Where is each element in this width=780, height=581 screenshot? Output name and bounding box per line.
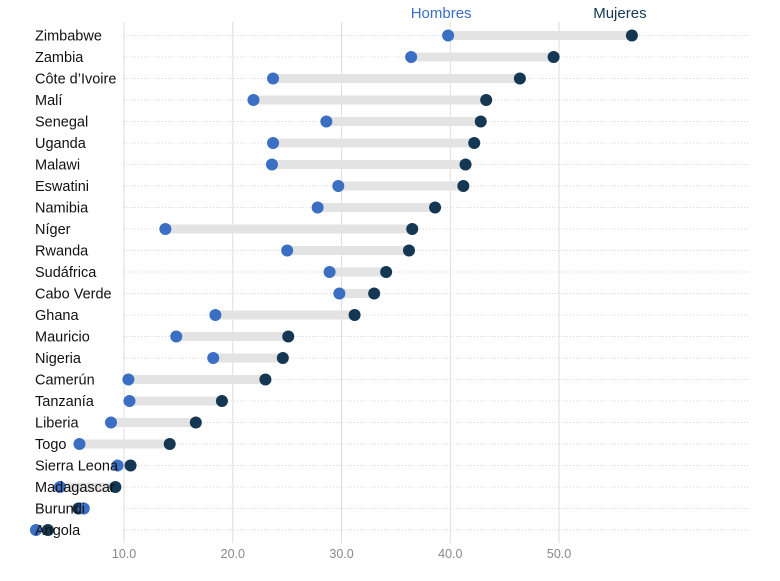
country-label: Sierra Leona: [35, 459, 119, 475]
hombres-point: [320, 115, 333, 128]
country-label: Liberia: [35, 416, 79, 432]
hombres-point: [73, 438, 86, 450]
row-guides: [123, 35, 748, 531]
country-label: Cabo Verde: [35, 287, 112, 303]
country-label: Uganda: [35, 136, 87, 152]
hombres-point: [332, 180, 345, 192]
mujeres-point: [468, 137, 481, 149]
mujeres-point: [513, 72, 526, 85]
hombres-point: [267, 72, 280, 85]
hombres-point: [53, 481, 66, 493]
country-labels: Zimbabwe Zambia Côte d’Ivoire Malí Senegal Ug…: [35, 29, 119, 540]
hombres-point: [267, 137, 280, 149]
country-label: Mauricio: [35, 330, 90, 346]
country-label: Ghana: [35, 308, 79, 324]
country-label: Camerún: [35, 373, 95, 389]
hombres-point: [77, 502, 90, 515]
country-label: Côte d’Ivoire: [35, 72, 116, 88]
country-label: Senegal: [35, 115, 88, 131]
mujeres-point: [459, 158, 472, 171]
mujeres-point: [348, 309, 361, 321]
country-label: Angola: [35, 523, 81, 539]
hombres-point: [405, 51, 418, 63]
range-bars: [31, 31, 637, 535]
grid-lines: [123, 22, 560, 543]
x-tick-label: 30.0: [329, 547, 353, 561]
mujeres-point: [474, 115, 487, 128]
hombres-point: [209, 309, 222, 321]
mujeres-point: [380, 266, 393, 278]
mujeres-point: [276, 352, 289, 364]
data-points: [29, 29, 638, 536]
hombres-point: [281, 244, 294, 257]
hombres-point: [122, 373, 135, 386]
x-tick-label: 10.0: [112, 547, 136, 561]
mujeres-point: [368, 287, 381, 300]
country-label: Madagascar: [35, 480, 115, 496]
hombres-point: [207, 352, 220, 364]
x-tick-label: 50.0: [547, 547, 571, 561]
mujeres-point: [402, 244, 415, 257]
legend-hombres: Hombres: [411, 5, 472, 22]
mujeres-point: [457, 180, 470, 192]
hombres-point: [159, 223, 172, 235]
mujeres-point: [429, 201, 442, 214]
hombres-point: [265, 158, 278, 171]
mujeres-point: [41, 524, 54, 536]
hombres-point: [105, 416, 117, 429]
x-tick-label: 40.0: [438, 547, 462, 561]
country-label: Eswatini: [35, 179, 89, 195]
country-label: Burundi: [35, 502, 85, 518]
mujeres-point: [625, 29, 638, 42]
hombres-point: [29, 524, 42, 536]
mujeres-point: [480, 94, 493, 106]
mujeres-point: [282, 330, 295, 343]
x-tick-label: 20.0: [221, 547, 245, 561]
country-label: Malí: [35, 93, 62, 109]
country-label: Níger: [35, 222, 71, 238]
mujeres-point: [406, 223, 419, 235]
x-axis-ticks: 10.0 20.0 30.0 40.0 50.0: [112, 547, 571, 561]
hombres-point: [442, 29, 455, 42]
country-label: Tanzanía: [35, 394, 95, 410]
country-label: Nigeria: [35, 351, 82, 367]
hombres-point: [323, 266, 336, 278]
hombres-point: [247, 94, 260, 106]
hombres-point: [123, 395, 136, 407]
country-label: Zimbabwe: [35, 29, 102, 45]
mujeres-point: [109, 481, 122, 493]
legend-mujeres: Mujeres: [593, 5, 646, 22]
country-label: Malawi: [35, 158, 80, 174]
mujeres-point: [259, 373, 272, 386]
hombres-point: [311, 201, 324, 214]
mujeres-point: [189, 416, 202, 429]
hombres-point: [111, 459, 124, 472]
hombres-point: [333, 287, 346, 300]
mujeres-point: [124, 459, 137, 472]
mujeres-point: [163, 438, 176, 450]
legend: Hombres Mujeres: [411, 5, 647, 22]
country-label: Togo: [35, 437, 66, 453]
country-label: Zambia: [35, 50, 84, 66]
hombres-point: [170, 330, 183, 343]
country-label: Sudáfrica: [35, 265, 97, 281]
mujeres-point: [215, 395, 228, 407]
country-label: Rwanda: [35, 244, 89, 260]
mujeres-point: [547, 51, 560, 63]
country-label: Namibia: [35, 201, 89, 217]
